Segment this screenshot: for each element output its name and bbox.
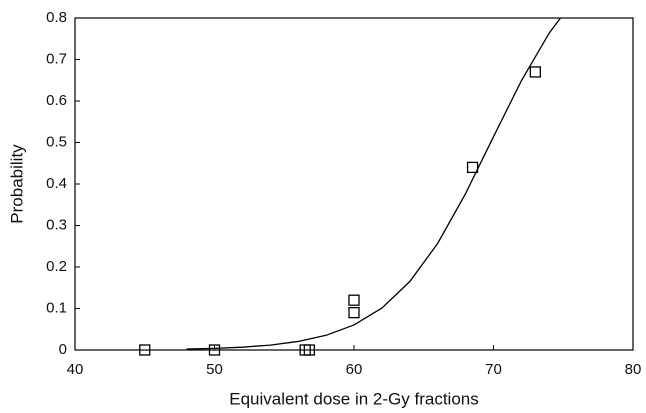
y-tick-label: 0.1: [46, 299, 67, 316]
y-tick-label: 0.8: [46, 9, 67, 26]
y-tick-label: 0.3: [46, 216, 67, 233]
data-point: [466, 161, 479, 174]
data-point: [529, 66, 541, 78]
plot-frame: [74, 17, 634, 351]
y-tick-label: 0.2: [46, 258, 67, 275]
x-tick-label: 70: [485, 361, 502, 378]
data-point: [348, 294, 360, 306]
y-tick-label: 0.5: [46, 133, 67, 150]
x-tick-label: 60: [346, 361, 363, 378]
data-point: [348, 306, 360, 319]
y-axis-title: Probability: [7, 144, 26, 224]
x-axis-title: Equivalent dose in 2-Gy fractions: [229, 389, 478, 408]
data-point: [208, 344, 221, 356]
data-point: [139, 344, 151, 356]
fit-curve: [186, 17, 561, 350]
y-tick-label: 0.4: [46, 175, 67, 192]
x-tick-label: 40: [67, 361, 84, 378]
y-tick-label: 0: [59, 341, 67, 358]
y-tick-label: 0.7: [46, 50, 67, 67]
x-tick-label: 50: [206, 361, 223, 378]
data-point: [303, 344, 316, 356]
y-tick-label: 0.6: [46, 92, 67, 109]
x-tick-label: 80: [625, 361, 642, 378]
